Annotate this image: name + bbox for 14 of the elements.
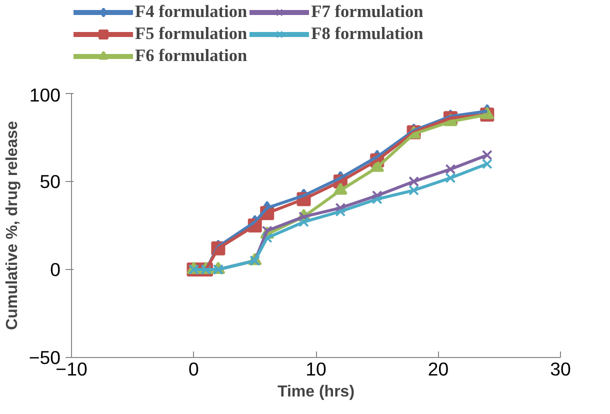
legend-label: F8 formulation xyxy=(311,24,424,44)
x-axis-title: Time (hrs) xyxy=(277,384,355,400)
y-axis-title: Cumulative %, drug release xyxy=(4,120,21,330)
x-tick-label: 0 xyxy=(188,358,199,380)
x-tick-label: 10 xyxy=(306,358,326,380)
y-tick-label: 0 xyxy=(50,259,61,280)
legend-label: F5 formulation xyxy=(135,24,248,44)
x-tick-label: 30 xyxy=(550,358,571,380)
legend-label: F7 formulation xyxy=(311,2,424,22)
legend-label: F6 formulation xyxy=(135,46,248,66)
legend-label: F4 formulation xyxy=(135,2,248,22)
y-tick-label: 100 xyxy=(29,84,61,106)
y-tick-label: 50 xyxy=(40,171,61,192)
x-tick-label: 20 xyxy=(428,358,449,380)
